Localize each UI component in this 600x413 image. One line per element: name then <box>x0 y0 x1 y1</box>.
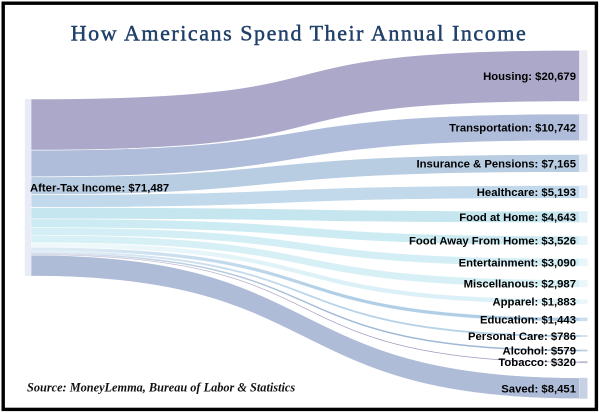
svg-text:Source: MoneyLemma, Bureau of: Source: MoneyLemma, Bureau of Labor & St… <box>27 381 295 395</box>
svg-text:Food Away From Home: $3,526: Food Away From Home: $3,526 <box>409 235 576 247</box>
svg-text:Alcohol: $579: Alcohol: $579 <box>503 346 576 358</box>
svg-text:Education: $1,443: Education: $1,443 <box>480 314 576 326</box>
svg-text:Housing: $20,679: Housing: $20,679 <box>483 71 576 83</box>
svg-text:Transportation: $10,742: Transportation: $10,742 <box>449 122 576 134</box>
svg-text:Insurance & Pensions: $7,165: Insurance & Pensions: $7,165 <box>417 158 576 170</box>
svg-text:Tobacco: $320: Tobacco: $320 <box>498 357 576 369</box>
svg-text:Miscellanous: $2,987: Miscellanous: $2,987 <box>464 279 576 291</box>
svg-text:Personal Care: $786: Personal Care: $786 <box>468 331 576 343</box>
svg-text:After-Tax Income: $71,487: After-Tax Income: $71,487 <box>30 183 169 195</box>
svg-text:Food at Home: $4,643: Food at Home: $4,643 <box>459 212 576 224</box>
svg-text:How Americans Spend Their Annu: How Americans Spend Their Annual Income <box>71 21 528 46</box>
svg-text:Saved: $8,451: Saved: $8,451 <box>501 383 576 395</box>
svg-text:Entertainment: $3,090: Entertainment: $3,090 <box>459 257 576 269</box>
svg-text:Healthcare: $5,193: Healthcare: $5,193 <box>477 187 576 199</box>
svg-text:Apparel: $1,883: Apparel: $1,883 <box>492 297 576 309</box>
